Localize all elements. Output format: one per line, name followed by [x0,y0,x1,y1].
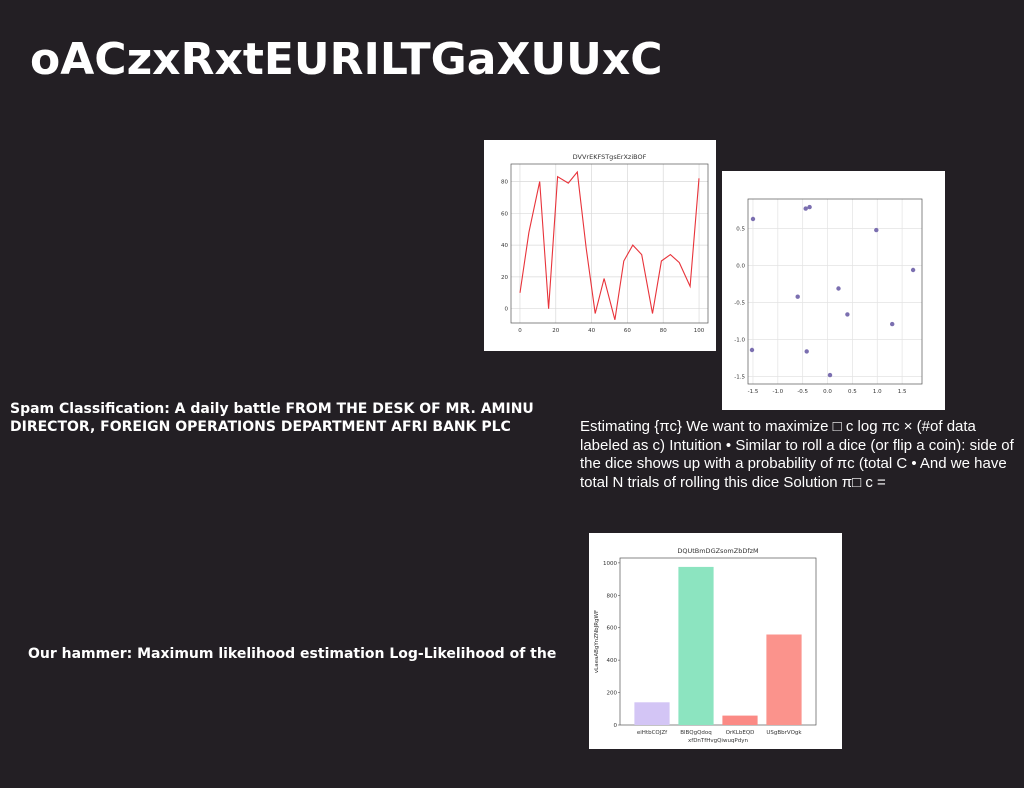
scatter-chart-x-tick-label: -1.5 [748,389,759,395]
bar-chart-y-tick-label: 0 [614,723,618,729]
bar-chart-x-tick-label: OrKLbEQD [726,730,755,736]
scatter-point [874,227,879,233]
line-chart-x-tick-label: 100 [694,328,705,334]
bar-4 [766,634,802,725]
line-chart-x-tick-label: 40 [588,328,595,334]
scatter-chart-y-tick-label: 0.5 [736,227,745,233]
bar-chart-title: DQUtBmDGZsomZbDfzM [677,547,758,555]
scatter-chart-y-tick-label: 0.0 [736,264,745,270]
line-chart-x-tick-label: 20 [552,328,559,334]
bar-chart-y-tick-label: 600 [607,626,618,632]
bar-chart-y-tick-label: 400 [607,658,618,664]
spam-classification-text: Spam Classification: A daily battle FROM… [10,401,534,435]
line-chart-title: DVVrEKFSTgsErXziBOF [573,153,647,161]
scatter-chart-x-tick-label: 0.0 [823,389,832,395]
line-chart-y-tick-label: 80 [501,179,508,185]
bar-chart-frame [619,557,817,726]
scatter-chart-x-tick-label: -1.0 [772,389,783,395]
scatter-point [749,347,755,353]
scatter-chart-x-tick-label: -0.5 [797,389,808,395]
scatter-chart-y-tick-label: -1.0 [734,338,745,344]
bar-chart-x-tick-label: BlBQgQdoq [680,730,712,736]
line-chart-x-tick-label: 60 [624,328,631,334]
line-chart-y-tick-label: 60 [501,211,508,217]
bar-chart-y-tick-label: 1000 [603,561,617,567]
hammer-text: Our hammer: Maximum likelihood estimatio… [28,646,557,662]
bar-1 [634,702,670,725]
scatter-chart-x-tick-label: 1.0 [873,389,882,395]
line-chart-panel: DVVrEKFSTgsErXziBOF 0 20 40 60 80 100 0 20 40 60 80 [484,140,716,351]
bar-chart: DQUtBmDGZsomZbDfzM 0 200 400 600 800 1000 eiHtb… [594,547,817,744]
bar-chart-y-tick-label: 800 [607,593,618,599]
slide-title: oACzxRxtEURILTGaXUUxC [30,34,663,85]
line-chart: DVVrEKFSTgsErXziBOF 0 20 40 60 80 100 0 20 40 60 80 [501,153,709,334]
scatter-point [804,349,809,354]
scatter-point [836,286,841,291]
line-chart-x-tick-label: 80 [660,328,667,334]
scatter-point [890,321,895,327]
bar-chart-panel: DQUtBmDGZsomZbDfzM 0 200 400 600 800 1000 eiHtb… [589,533,842,749]
line-chart-y-tick-label: 20 [501,275,508,281]
bar-chart-x-axis-label: xfDnTfHvgQiwuqPdyn [688,738,748,744]
scatter-point [795,294,800,299]
line-chart-x-tick-label: 0 [518,328,522,334]
bar-3 [722,715,758,725]
scatter-point [803,206,808,211]
scatter-chart-x-tick-label: 1.5 [898,389,907,395]
bar-chart-x-tick-label: USgBbrVOgk [766,730,802,736]
estimating-text: Estimating {πc} We want to maximize □ c … [580,418,1014,491]
scatter-chart-x-tick-label: 0.5 [848,389,857,395]
line-chart-series-line [519,170,700,320]
scatter-chart-y-tick-label: -1.5 [734,375,745,381]
bar-2 [678,566,714,725]
bar-chart-y-axis-label: vLaeaABgYnZNbJRgWF [594,610,600,673]
scatter-point [807,204,812,210]
bar-chart-y-tick-label: 200 [607,691,618,697]
scatter-chart-y-tick-label: -0.5 [734,301,745,307]
scatter-point [845,312,850,317]
scatter-point [910,267,916,273]
line-chart-y-tick-label: 0 [505,307,509,313]
scatter-chart-panel: -1.5 -1.0 -0.5 0.0 0.5 1.0 1.5 0.5 0.0 -0.5 -1.0 -1… [722,171,945,410]
bar-chart-x-tick-label: eiHtbCOJZf [637,730,668,736]
scatter-point [750,216,756,222]
scatter-chart: -1.5 -1.0 -0.5 0.0 0.5 1.0 1.5 0.5 0.0 -0.5 -1.0 -1… [734,198,923,395]
line-chart-frame [510,163,709,324]
scatter-point [827,372,833,378]
scatter-chart-frame [747,198,923,385]
line-chart-y-tick-label: 40 [501,243,508,249]
